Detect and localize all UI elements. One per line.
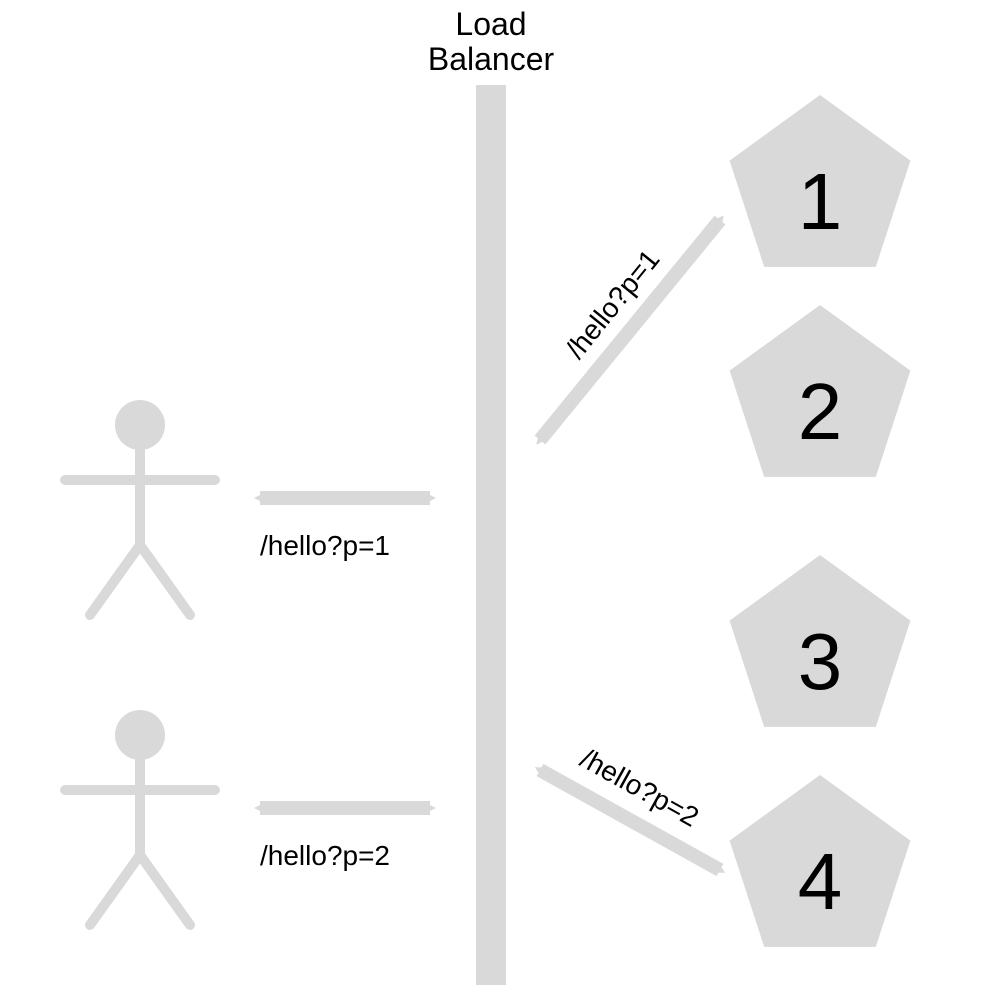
server-node-server1-label: 1 xyxy=(798,157,843,246)
label-client-arrow-2: /hello?p=2 xyxy=(260,840,390,871)
server-node-server4-label: 4 xyxy=(798,837,843,926)
title-line2: Balancer xyxy=(428,41,555,77)
server-node-server3-label: 3 xyxy=(798,617,843,706)
server-node-server2-label: 2 xyxy=(798,367,843,456)
load-balancer-bar xyxy=(476,85,506,985)
label-client-arrow-1: /hello?p=1 xyxy=(260,530,390,561)
title-line1: Load xyxy=(455,6,526,42)
